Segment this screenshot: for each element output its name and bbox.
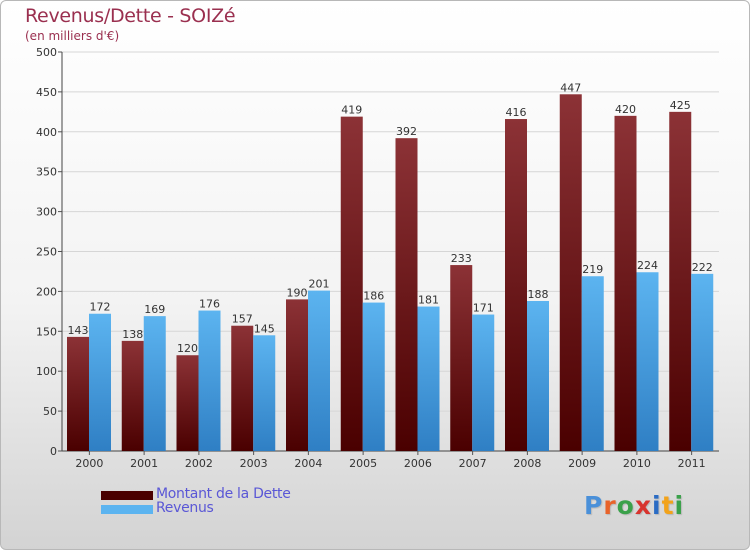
legend-label-revenus: Revenus: [156, 500, 214, 516]
value-label-dette: 419: [341, 104, 362, 117]
bar-revenus: [143, 316, 166, 451]
grid-lines: [62, 51, 719, 412]
value-label-dette: 157: [232, 313, 253, 326]
value-label-revenus: 186: [363, 290, 384, 303]
bar-dette: [231, 325, 254, 451]
x-tick-label: 2006: [404, 457, 432, 470]
value-label-dette: 190: [287, 286, 308, 299]
bar-dette: [395, 138, 418, 451]
bar-dette: [505, 119, 527, 452]
chart-subtitle: (en milliers d'€): [25, 29, 120, 43]
value-label-revenus: 219: [582, 263, 603, 276]
value-label-revenus: 224: [637, 259, 658, 272]
y-tick-label: 250: [36, 246, 57, 259]
bar-revenus: [691, 273, 714, 451]
x-tick-label: 2005: [349, 457, 377, 470]
bar-revenus: [198, 310, 221, 451]
bar-revenus: [362, 302, 385, 451]
bar-revenus: [253, 335, 276, 451]
bar-revenus: [527, 300, 549, 451]
value-label-dette: 420: [615, 103, 636, 116]
x-tick-label: 2009: [568, 457, 596, 470]
axes: 0 50 100 150 200 250 300 350 400 450 500 2000 2001 20…: [36, 46, 719, 470]
blue-swatch: [101, 505, 153, 514]
x-tick-label: 2008: [513, 457, 541, 470]
value-label-revenus: 222: [692, 261, 713, 274]
value-label-revenus: 172: [90, 301, 111, 314]
y-tick-label: 300: [36, 206, 57, 219]
bar-dette: [559, 94, 582, 451]
x-tick-label: 2007: [459, 457, 487, 470]
value-label-dette: 416: [506, 106, 527, 119]
y-tick-label: 450: [36, 86, 57, 99]
value-label-revenus: 181: [418, 294, 439, 307]
value-label-revenus: 145: [254, 322, 275, 335]
value-label-revenus: 176: [199, 298, 220, 311]
x-tick-label: 2010: [623, 457, 651, 470]
x-tick-label: 2003: [240, 457, 268, 470]
bar-revenus: [636, 272, 659, 451]
bar-dette: [67, 336, 89, 451]
bar-revenus: [472, 314, 495, 451]
bar-dette: [614, 115, 637, 451]
bar-revenus: [417, 306, 440, 451]
y-tick-label: 350: [36, 166, 57, 179]
y-tick-label: 400: [36, 126, 57, 139]
value-label-revenus: 169: [144, 303, 165, 316]
x-tick-label: 2011: [678, 457, 706, 470]
dark-red-swatch: [101, 491, 153, 500]
bar-revenus: [308, 290, 330, 451]
bar-revenus: [89, 313, 111, 451]
value-label-dette: 138: [122, 328, 143, 341]
value-label-revenus: 201: [309, 278, 330, 291]
value-label-dette: 120: [177, 342, 198, 355]
value-label-dette: 392: [396, 125, 417, 138]
y-tick-label: 0: [50, 445, 57, 458]
x-tick-label: 2001: [130, 457, 158, 470]
bar-dette: [450, 265, 473, 451]
x-tick-label: 2004: [294, 457, 322, 470]
y-tick-label: 150: [36, 325, 57, 338]
bar-revenus: [581, 276, 604, 451]
value-label-revenus: 188: [528, 288, 549, 301]
value-label-dette: 425: [670, 99, 691, 112]
y-tick-label: 200: [36, 285, 57, 298]
bar-dette: [176, 355, 199, 451]
value-label-dette: 143: [68, 324, 89, 337]
value-label-dette: 233: [451, 252, 472, 265]
bar-dette: [121, 340, 144, 451]
x-tick-label: 2002: [185, 457, 213, 470]
legend-label-dette: Montant de la Dette: [156, 486, 291, 502]
value-label-revenus: 171: [473, 302, 494, 315]
y-tick-label: 100: [36, 365, 57, 378]
proxiti-logo: Proxiti: [584, 491, 685, 520]
value-label-dette: 447: [560, 81, 581, 94]
x-tick-label: 2000: [75, 457, 103, 470]
chart-title: Revenus/Dette - SOIZé: [25, 5, 236, 27]
y-tick-label: 50: [43, 405, 57, 418]
bar-dette: [286, 299, 308, 451]
bar-dette: [340, 116, 363, 451]
bars: [67, 94, 714, 452]
y-tick-label: 500: [36, 46, 57, 59]
bar-dette: [669, 111, 692, 451]
